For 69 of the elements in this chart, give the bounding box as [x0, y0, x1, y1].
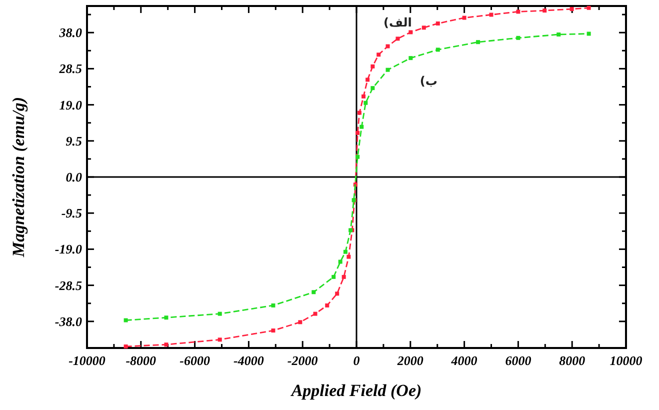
point	[360, 124, 364, 129]
y-tick-label: -28.5	[54, 278, 82, 293]
point	[408, 30, 413, 34]
point	[164, 342, 168, 347]
point	[164, 316, 168, 320]
point	[342, 274, 346, 279]
point	[476, 40, 480, 44]
x-tick-label: -2000	[287, 353, 318, 368]
y-tick-label: 38.0	[58, 25, 82, 40]
x-tick-label: 10000	[610, 353, 643, 368]
point	[335, 292, 340, 296]
x-tick-label: -8000	[126, 353, 157, 368]
y-tick-label: -38.0	[54, 314, 82, 329]
point	[343, 250, 348, 254]
point	[436, 21, 440, 26]
y-tick-label: 9.5	[66, 133, 82, 148]
x-tick-label: -4000	[234, 353, 264, 368]
point	[516, 36, 520, 40]
point	[408, 56, 413, 60]
point	[356, 130, 360, 135]
point	[376, 52, 381, 57]
x-axis-title: Applied Field (Oe)	[290, 381, 422, 400]
point	[422, 26, 426, 30]
point	[298, 320, 302, 324]
point	[218, 312, 222, 316]
point	[370, 64, 375, 68]
point	[124, 344, 128, 348]
series-label: الف)	[384, 16, 412, 30]
point	[462, 16, 466, 20]
point	[362, 94, 366, 98]
y-tick-label: -9.5	[61, 206, 82, 221]
x-tick-label: 8000	[559, 353, 586, 368]
x-tick-label: -10000	[68, 353, 106, 368]
point	[332, 274, 336, 279]
point	[586, 6, 591, 10]
point	[489, 12, 494, 17]
point	[366, 78, 370, 82]
point	[325, 303, 330, 308]
point	[436, 48, 440, 52]
x-tick-label: 6000	[505, 353, 532, 368]
point	[313, 312, 318, 316]
point	[124, 318, 128, 322]
point	[356, 154, 360, 159]
point	[396, 36, 400, 41]
x-tick-label: 4000	[450, 353, 478, 368]
point	[370, 86, 375, 90]
point	[542, 8, 547, 13]
x-tick-label: -6000	[180, 353, 210, 368]
point	[271, 303, 276, 308]
point	[386, 44, 390, 48]
point	[218, 338, 222, 342]
point	[386, 68, 390, 72]
point	[357, 110, 362, 115]
point	[516, 10, 520, 14]
x-tick-label: 2000	[396, 353, 424, 368]
y-tick-label: -19.0	[54, 242, 82, 257]
point	[338, 260, 342, 264]
point	[556, 32, 561, 36]
point	[312, 290, 316, 294]
x-tick-label: 0	[353, 353, 360, 368]
y-tick-label: 0.0	[66, 170, 82, 184]
point	[364, 100, 368, 105]
y-axis-title: Magnetization (emu/g)	[9, 96, 28, 258]
y-tick-label: 19.0	[59, 97, 82, 112]
point	[346, 254, 351, 259]
series-label: ب)	[420, 74, 438, 88]
point	[586, 32, 591, 36]
y-tick-label: 28.5	[58, 61, 82, 76]
point	[271, 328, 276, 333]
